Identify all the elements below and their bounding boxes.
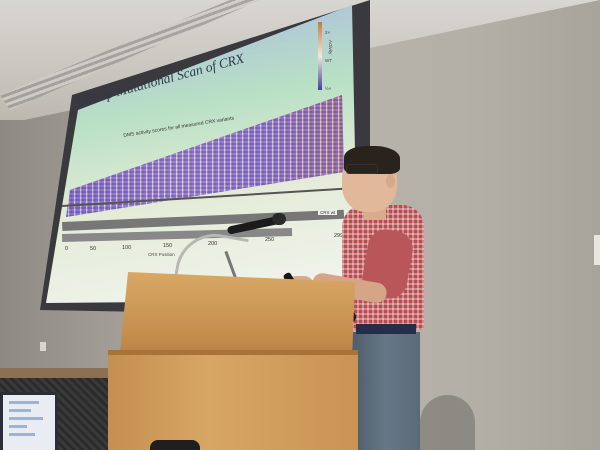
laptop-screen xyxy=(3,395,55,450)
track-label: CRX wt xyxy=(318,210,338,215)
chair-back xyxy=(150,440,200,450)
podium-top xyxy=(120,272,355,360)
podium-edge xyxy=(108,350,358,358)
axis-label: CRX Position xyxy=(148,252,175,257)
tick-label: 100 xyxy=(122,245,132,251)
tick-label: 200 xyxy=(208,241,218,247)
laptop-ui-line xyxy=(9,401,39,404)
microphone-head xyxy=(272,213,286,225)
tick-label: 150 xyxy=(163,243,173,249)
podium xyxy=(108,355,358,450)
colorbar-label-low: ½× xyxy=(325,86,332,91)
presenter-pants xyxy=(352,332,420,450)
door-frame xyxy=(594,235,600,265)
tick-label: 299 xyxy=(334,233,344,239)
tick-label: 250 xyxy=(265,237,275,243)
laptop-ui-line xyxy=(9,409,31,412)
laptop-ui-line xyxy=(9,425,27,428)
glasses xyxy=(346,164,378,174)
colorbar-label-high: 2× xyxy=(325,30,331,35)
wall-outlet xyxy=(40,342,46,351)
colorbar-label-mid: WT xyxy=(325,58,332,63)
laptop-ui-line xyxy=(9,433,35,436)
tick-label: 50 xyxy=(90,246,97,252)
colorbar xyxy=(318,22,322,90)
presenter-belt xyxy=(356,324,416,334)
tick-label: 0 xyxy=(65,246,69,252)
laptop-ui-line xyxy=(9,417,43,420)
colorbar-title: Activity xyxy=(328,40,333,55)
presenter-hair xyxy=(344,146,400,174)
wall-shadow xyxy=(420,395,475,450)
presenter-ear xyxy=(386,174,395,188)
